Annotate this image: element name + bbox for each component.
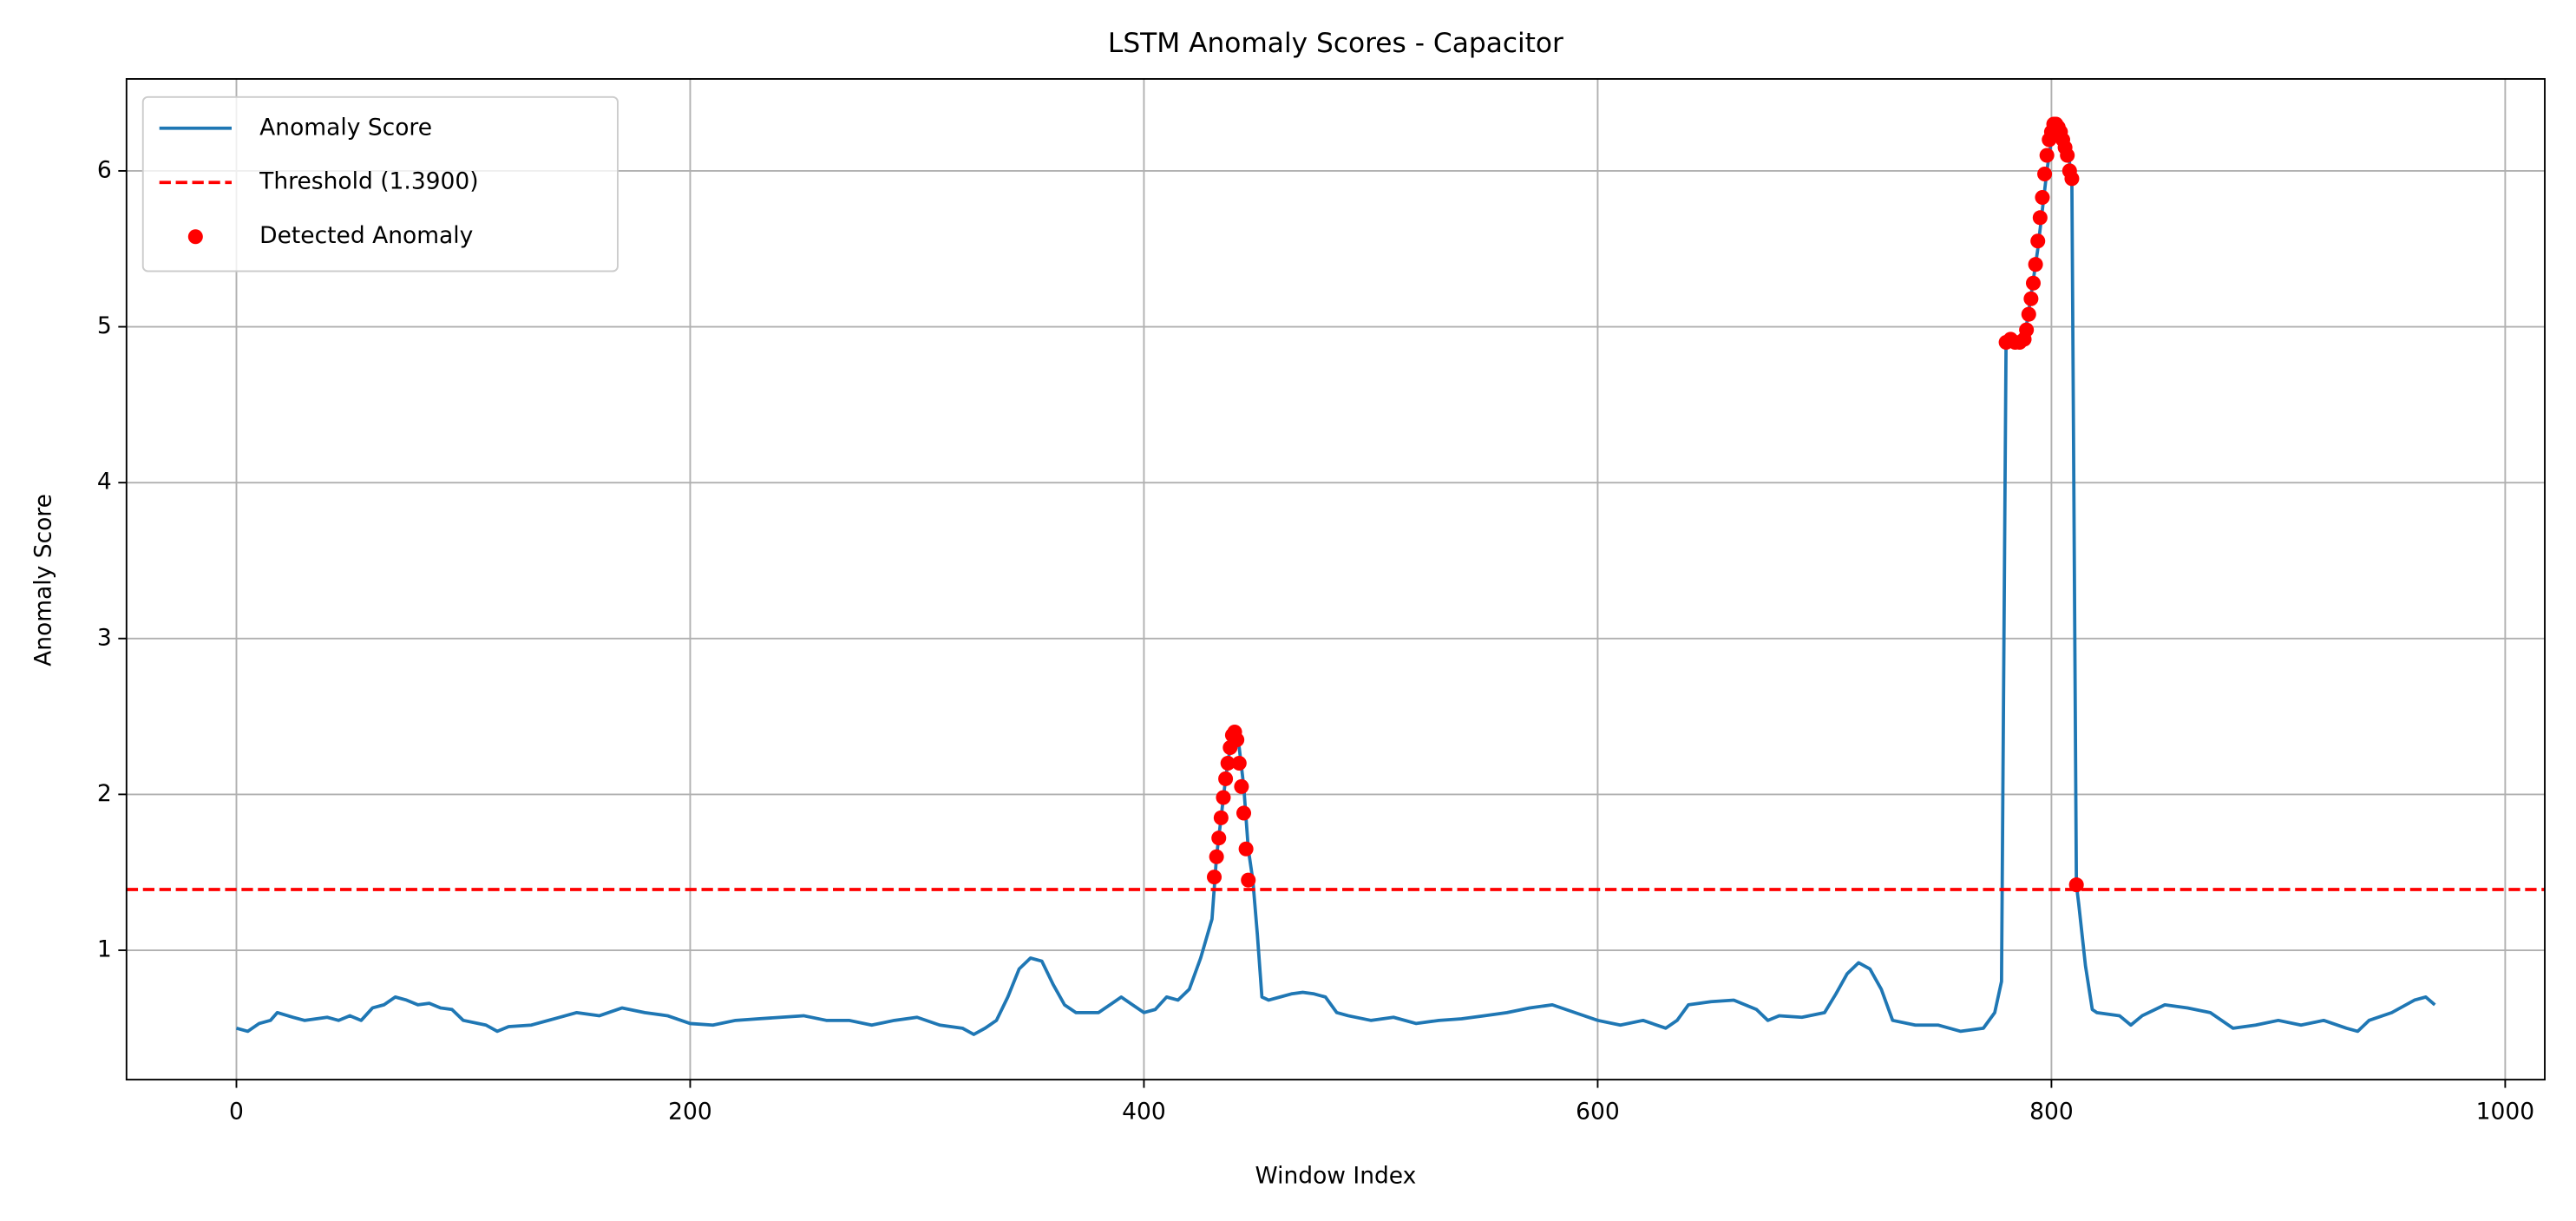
legend-swatch (187, 229, 203, 245)
y-tick-label: 4 (97, 469, 112, 496)
anomaly-point (1213, 810, 1229, 825)
anomaly-point (2019, 322, 2035, 338)
plot-area (126, 116, 2546, 1036)
anomaly-point (2032, 210, 2048, 226)
y-tick-label: 6 (97, 156, 112, 183)
x-tick-label: 600 (1576, 1098, 1620, 1125)
x-tick-label: 0 (229, 1098, 244, 1125)
anomaly-point (1241, 872, 1256, 888)
y-tick-label: 2 (97, 780, 112, 807)
anomaly-point (1234, 778, 1249, 794)
grid (126, 78, 2546, 1080)
x-tick-label: 1000 (2476, 1098, 2534, 1125)
legend-label: Threshold (1.3900) (259, 168, 478, 195)
x-tick-label: 400 (1122, 1098, 1166, 1125)
anomaly-point (1236, 805, 1252, 821)
anomaly-point (1206, 870, 1222, 885)
chart-title: LSTM Anomaly Scores - Capacitor (1108, 28, 1563, 59)
y-tick-label: 1 (97, 936, 112, 963)
axes-frame (125, 78, 2546, 1081)
anomaly-point (1211, 830, 1227, 846)
anomaly-point (2037, 166, 2053, 182)
legend-label: Anomaly Score (259, 114, 432, 141)
x-tick-label: 200 (668, 1098, 712, 1125)
anomaly-point (1218, 771, 1234, 786)
x-axis-label: Window Index (1255, 1162, 1416, 1189)
x-tick-label: 800 (2029, 1098, 2074, 1125)
anomaly-point (2030, 233, 2046, 249)
y-tick-label: 3 (97, 624, 112, 651)
legend: Anomaly Score Threshold (1.3900) Detected … (141, 95, 619, 272)
y-axis-label: Anomaly Score (30, 494, 57, 666)
anomaly-point (1220, 755, 1236, 771)
anomaly-point (2060, 148, 2075, 163)
anomaly-point (2064, 171, 2080, 187)
anomaly-point (2035, 189, 2050, 205)
anomaly-point (1229, 732, 1245, 748)
anomaly-point (1209, 849, 1224, 864)
anomaly-point (2039, 148, 2055, 163)
anomaly-point (1238, 841, 1254, 857)
legend-box (141, 95, 619, 272)
anomaly-point (2023, 291, 2039, 306)
anomaly-point (2025, 275, 2042, 291)
anomaly-point (1216, 790, 1231, 805)
anomaly-point (2068, 877, 2084, 893)
legend-label: Detected Anomaly (259, 222, 473, 249)
anomaly-point (1231, 755, 1247, 771)
anomaly-point (2021, 306, 2036, 322)
y-tick-label: 5 (97, 312, 112, 339)
anomaly-point (2028, 257, 2043, 272)
